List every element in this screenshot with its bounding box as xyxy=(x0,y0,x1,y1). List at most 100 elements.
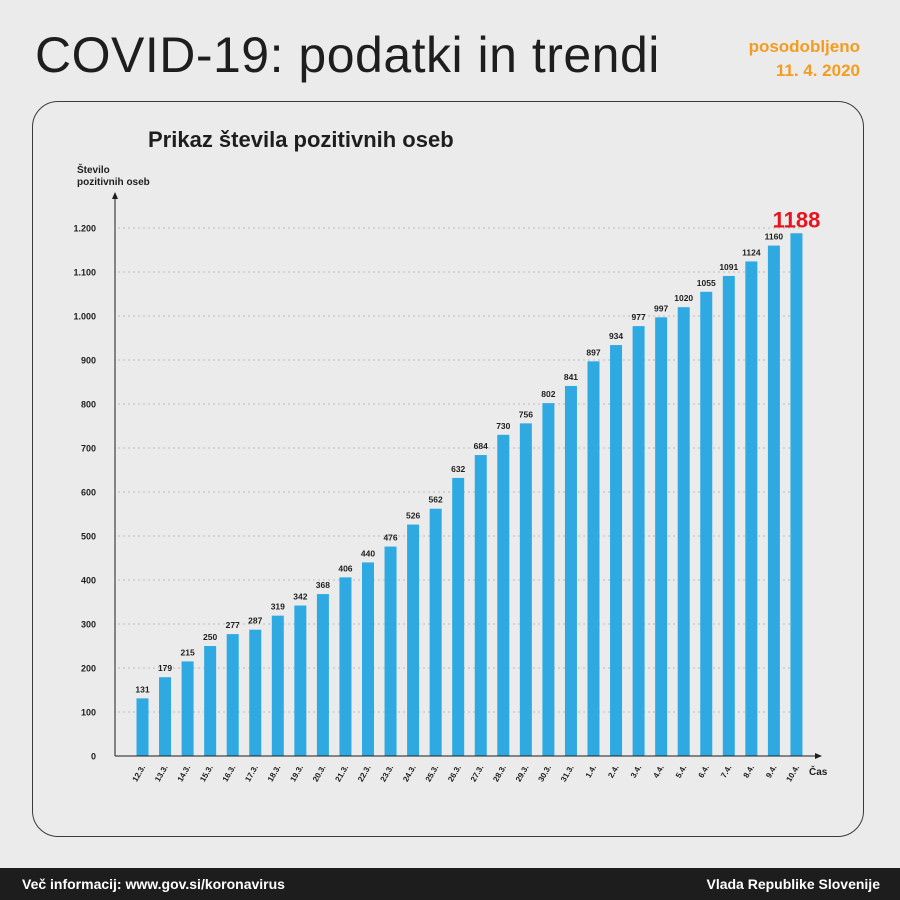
page-title: COVID-19: podatki in trendi xyxy=(35,27,660,83)
y-tick-label: 1.200 xyxy=(73,224,96,234)
bar-value-label: 476 xyxy=(383,533,397,543)
x-tick-label: 25.3. xyxy=(424,764,441,784)
y-tick-label: 800 xyxy=(81,400,96,410)
bar-value-label: 1160 xyxy=(765,232,784,242)
x-tick-label: 1.4. xyxy=(584,764,598,780)
x-tick-label: 12.3. xyxy=(131,764,148,784)
bar-labels: 131 179 215 250 277 287 319 342 368 406 440 476 526 5… xyxy=(135,207,820,694)
bar xyxy=(339,577,352,756)
bar-value-label: 1124 xyxy=(742,247,761,257)
bar xyxy=(249,629,262,756)
bar-value-label: 250 xyxy=(203,632,217,642)
x-tick-label: 21.3. xyxy=(333,764,350,784)
y-axis-ticks: 0 100 200 300 400 500 600 700 800 900 1.000 1.100 1.… xyxy=(73,224,96,762)
bar-value-label: 368 xyxy=(316,580,330,590)
y-axis-label-line2: pozitivnih oseb xyxy=(77,177,150,188)
bar-value-label: 997 xyxy=(654,303,668,313)
updated-date: 11. 4. 2020 xyxy=(775,61,860,80)
x-tick-label: 22.3. xyxy=(356,764,373,784)
bar-value-label: 730 xyxy=(496,421,510,431)
x-axis-ticks: 12.3. 13.3. 14.3. 15.3. 16.3. 17.3. 18.3. 19.3.… xyxy=(131,764,802,784)
x-tick-label: 2.4. xyxy=(606,764,620,780)
bar xyxy=(226,634,239,756)
x-tick-label: 14.3. xyxy=(176,764,193,784)
x-tick-label: 6.4. xyxy=(697,764,711,780)
bar-value-label: 319 xyxy=(271,602,285,612)
update-info: posodobljeno 11. 4. 2020 xyxy=(749,35,860,83)
x-tick-label: 28.3. xyxy=(491,764,508,784)
bar-value-label: 897 xyxy=(586,347,600,357)
bar-value-label: 342 xyxy=(293,592,307,602)
government-name: Vlada Republike Slovenije xyxy=(706,876,880,892)
x-tick-label: 23.3. xyxy=(379,764,396,784)
bar xyxy=(632,326,645,756)
bar xyxy=(542,403,555,756)
bar xyxy=(767,245,780,756)
y-tick-label: 300 xyxy=(81,620,96,630)
bar xyxy=(294,605,307,756)
x-tick-label: 10.4. xyxy=(784,764,801,784)
bar xyxy=(610,345,623,756)
x-tick-label: 3.4. xyxy=(629,764,643,780)
bar xyxy=(587,361,600,756)
x-tick-label: 20.3. xyxy=(311,764,328,784)
y-axis-label-line1: Število xyxy=(77,163,110,176)
bar xyxy=(745,261,758,756)
more-info-link[interactable]: Več informacij: www.gov.si/koronavirus xyxy=(22,876,285,892)
bar-value-label: 179 xyxy=(158,663,172,673)
x-tick-label: 17.3. xyxy=(243,764,260,784)
x-axis-arrow xyxy=(815,753,822,759)
bar xyxy=(790,233,803,756)
x-tick-label: 19.3. xyxy=(288,764,305,784)
y-tick-label: 700 xyxy=(81,444,96,454)
chart-card xyxy=(32,101,864,837)
bar-value-label: 934 xyxy=(609,331,623,341)
y-tick-label: 600 xyxy=(81,488,96,498)
x-tick-label: 30.3. xyxy=(536,764,553,784)
x-tick-label: 31.3. xyxy=(559,764,576,784)
bar xyxy=(159,677,172,756)
bar xyxy=(519,423,532,756)
bar xyxy=(429,508,442,756)
y-axis-arrow xyxy=(112,192,118,199)
bar xyxy=(271,615,284,756)
x-tick-label: 8.4. xyxy=(742,764,756,780)
bar-value-label: 1091 xyxy=(719,262,738,272)
bar-value-label: 277 xyxy=(226,620,240,630)
bar-value-label: 406 xyxy=(338,563,352,573)
axes xyxy=(112,192,822,759)
chart-title: Prikaz števila pozitivnih oseb xyxy=(148,127,454,152)
bar xyxy=(204,646,217,756)
bar xyxy=(474,455,487,756)
x-tick-label: 27.3. xyxy=(469,764,486,784)
bar-value-label: 131 xyxy=(135,684,149,694)
x-axis-label: Čas xyxy=(809,765,828,778)
bar-value-label: 287 xyxy=(248,616,262,626)
x-tick-label: 4.4. xyxy=(651,764,665,780)
bar xyxy=(362,562,374,756)
bar xyxy=(452,477,465,756)
bar xyxy=(497,434,510,756)
x-tick-label: 5.4. xyxy=(674,764,688,780)
bar xyxy=(722,275,735,756)
y-tick-label: 100 xyxy=(81,708,96,718)
bar xyxy=(136,698,149,756)
y-tick-label: 900 xyxy=(81,356,96,366)
bar-value-label: 440 xyxy=(361,548,375,558)
y-tick-label: 500 xyxy=(81,532,96,542)
x-tick-label: 9.4. xyxy=(764,764,778,780)
bar-value-label: 841 xyxy=(564,372,578,382)
x-tick-label: 18.3. xyxy=(266,764,283,784)
bar-value-label: 756 xyxy=(519,409,533,419)
footer: Več informacij: www.gov.si/koronavirus V… xyxy=(0,868,900,900)
bar xyxy=(564,385,577,756)
x-tick-label: 29.3. xyxy=(514,764,531,784)
x-tick-label: 24.3. xyxy=(401,764,418,784)
bar xyxy=(181,661,194,756)
bar-value-label: 1055 xyxy=(697,278,716,288)
y-tick-label: 200 xyxy=(81,664,96,674)
bar xyxy=(700,291,713,756)
bar-value-label: 526 xyxy=(406,511,420,521)
bar-value-label: 684 xyxy=(474,441,488,451)
